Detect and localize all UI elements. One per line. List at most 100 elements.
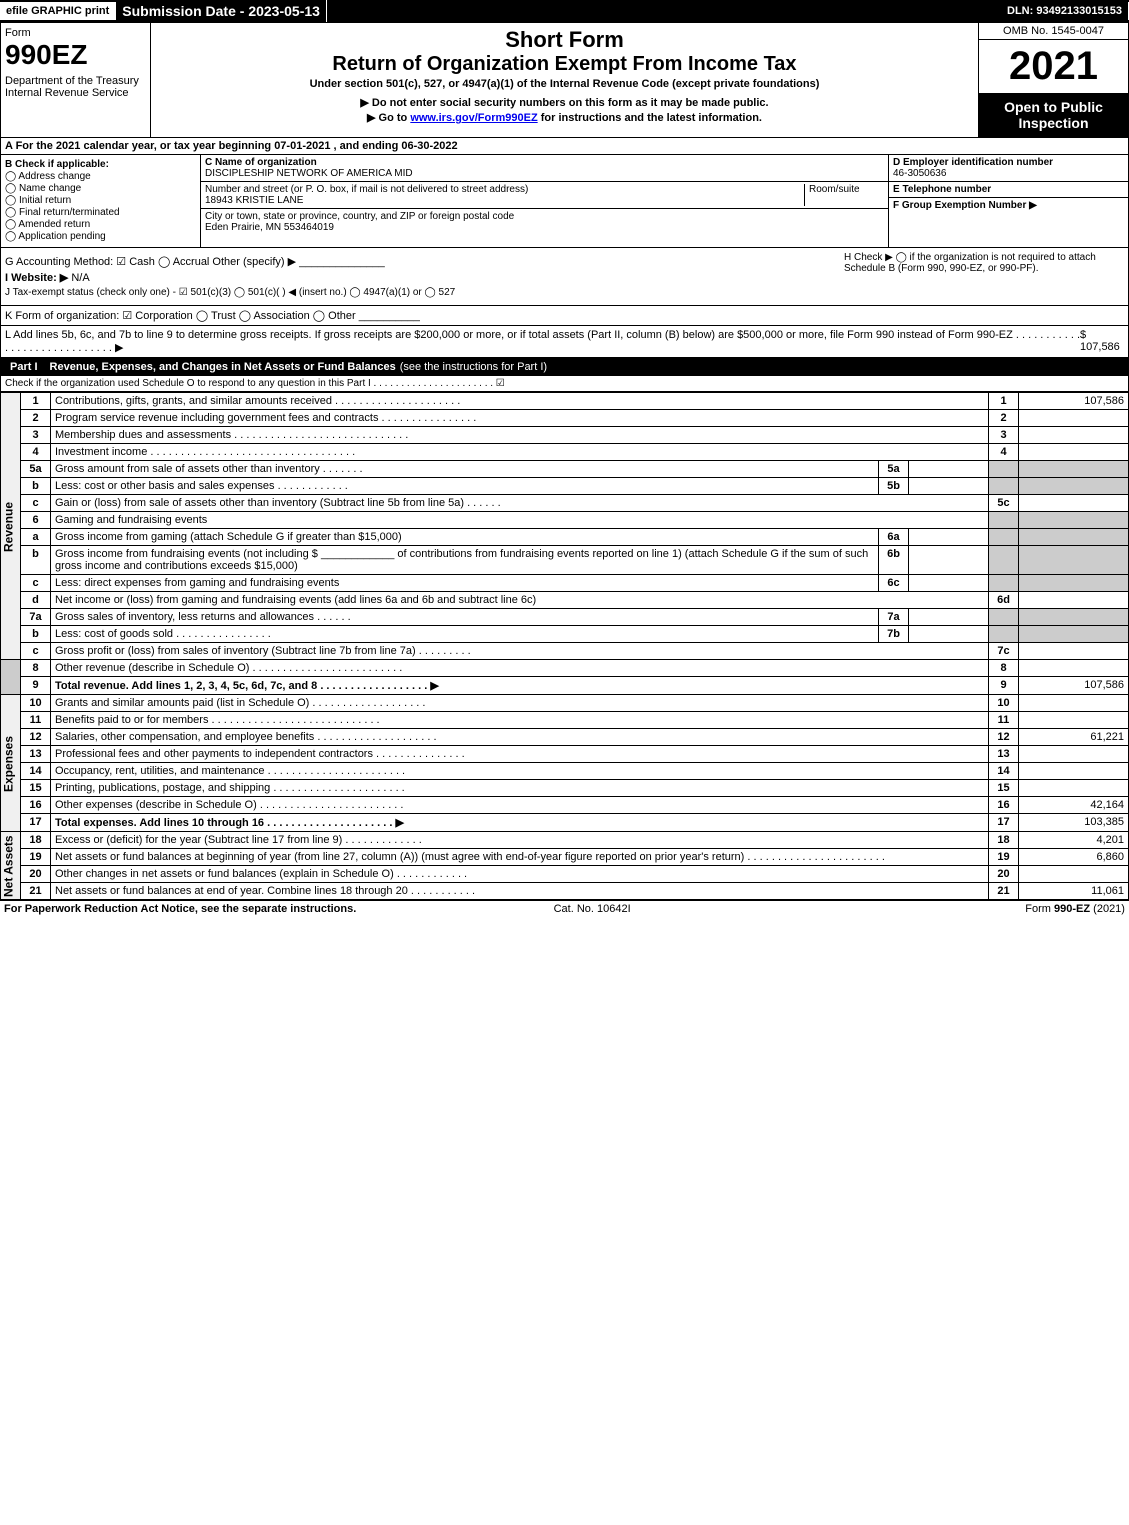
efile-label: efile GRAPHIC print <box>0 2 116 20</box>
l2-num: 2 <box>21 410 51 427</box>
website-value: N/A <box>71 272 89 284</box>
d-label: D Employer identification number <box>893 157 1053 168</box>
short-form-title: Short Form <box>155 27 974 53</box>
shade-cell <box>989 575 1019 592</box>
column-b: B Check if applicable: ◯ Address change … <box>1 155 201 247</box>
l15-num: 15 <box>21 780 51 797</box>
l1-amt: 107,586 <box>1019 393 1129 410</box>
table-row: 11Benefits paid to or for members . . . … <box>1 712 1129 729</box>
l17-amt: 103,385 <box>1019 814 1129 832</box>
l7a-sv <box>909 609 989 626</box>
line-l-text: L Add lines 5b, 6c, and 7b to line 9 to … <box>5 329 1080 354</box>
l17-desc: Total expenses. Add lines 10 through 16 … <box>55 817 404 829</box>
bullet-goto: ▶ Go to www.irs.gov/Form990EZ for instru… <box>155 111 974 124</box>
l8-desc: Other revenue (describe in Schedule O) <box>55 662 249 674</box>
chk-name: ◯ Name change <box>5 183 196 194</box>
l18-num: 18 <box>21 832 51 849</box>
l16-num: 16 <box>21 797 51 814</box>
footer-left: For Paperwork Reduction Act Notice, see … <box>4 903 356 915</box>
l6a-sn: 6a <box>879 529 909 546</box>
l16-ln: 16 <box>989 797 1019 814</box>
shade-cell <box>1019 575 1129 592</box>
l18-ln: 18 <box>989 832 1019 849</box>
table-row: 19Net assets or fund balances at beginni… <box>1 849 1129 866</box>
l1-desc: Contributions, gifts, grants, and simila… <box>55 395 332 407</box>
part-i-num: Part I <box>4 360 44 374</box>
l13-ln: 13 <box>989 746 1019 763</box>
street-value: 18943 KRISTIE LANE <box>205 195 303 206</box>
l13-num: 13 <box>21 746 51 763</box>
ein-value: 46-3050636 <box>893 168 946 179</box>
table-row: 12Salaries, other compensation, and empl… <box>1 729 1129 746</box>
l19-num: 19 <box>21 849 51 866</box>
l8-amt <box>1019 660 1129 677</box>
room-suite: Room/suite <box>804 184 884 206</box>
shade-cell <box>1019 478 1129 495</box>
l4-desc: Investment income <box>55 446 147 458</box>
l11-ln: 11 <box>989 712 1019 729</box>
section-e: E Telephone number <box>889 182 1128 198</box>
table-row: cGain or (loss) from sale of assets othe… <box>1 495 1129 512</box>
l13-amt <box>1019 746 1129 763</box>
l6d-desc: Net income or (loss) from gaming and fun… <box>51 592 989 609</box>
l6b-sv <box>909 546 989 575</box>
l9-amt: 107,586 <box>1019 677 1129 695</box>
line-l-amount: $ 107,586 <box>1080 329 1124 354</box>
l19-ln: 19 <box>989 849 1019 866</box>
chk-pending-label: Application pending <box>18 231 105 242</box>
section-bcdef: B Check if applicable: ◯ Address change … <box>0 155 1129 248</box>
table-row: 6Gaming and fundraising events <box>1 512 1129 529</box>
l5b-sv <box>909 478 989 495</box>
chk-address-label: Address change <box>18 171 90 182</box>
l6c-desc: Less: direct expenses from gaming and fu… <box>51 575 879 592</box>
table-row: 4Investment income . . . . . . . . . . .… <box>1 444 1129 461</box>
l12-desc: Salaries, other compensation, and employ… <box>55 731 314 743</box>
l6b-num: b <box>21 546 51 575</box>
page-footer: For Paperwork Reduction Act Notice, see … <box>0 900 1129 917</box>
table-row: 9Total revenue. Add lines 1, 2, 3, 4, 5c… <box>1 677 1129 695</box>
l5c-amt <box>1019 495 1129 512</box>
dln-label: DLN: 93492133015153 <box>1001 2 1129 20</box>
table-row: cLess: direct expenses from gaming and f… <box>1 575 1129 592</box>
lines-table: Revenue 1Contributions, gifts, grants, a… <box>0 392 1129 900</box>
l11-amt <box>1019 712 1129 729</box>
l11-num: 11 <box>21 712 51 729</box>
header-bullets: ▶ Do not enter social security numbers o… <box>155 96 974 124</box>
column-def: D Employer identification number 46-3050… <box>888 155 1128 247</box>
dept-label: Department of the Treasury Internal Reve… <box>5 75 146 99</box>
chk-initial-label: Initial return <box>19 195 71 206</box>
line-a: A For the 2021 calendar year, or tax yea… <box>0 138 1129 155</box>
l9-num: 9 <box>21 677 51 695</box>
l6b-sn: 6b <box>879 546 909 575</box>
table-row: 14 Occupancy, rent, utilities, and mainte… <box>1 763 1129 780</box>
l7a-sn: 7a <box>879 609 909 626</box>
omb-number: OMB No. 1545-0047 <box>979 23 1128 40</box>
l7b-sn: 7b <box>879 626 909 643</box>
irs-link[interactable]: www.irs.gov/Form990EZ <box>410 112 537 124</box>
table-row: aGross income from gaming (attach Schedu… <box>1 529 1129 546</box>
tax-year: 2021 <box>979 40 1128 93</box>
l14-desc: Occupancy, rent, utilities, and maintena… <box>55 765 265 777</box>
l6c-num: c <box>21 575 51 592</box>
l2-amt <box>1019 410 1129 427</box>
l4-amt <box>1019 444 1129 461</box>
l14-amt <box>1019 763 1129 780</box>
under-section: Under section 501(c), 527, or 4947(a)(1)… <box>155 78 974 90</box>
table-row: Expenses 10Grants and similar amounts pa… <box>1 695 1129 712</box>
line-a-text: A For the 2021 calendar year, or tax yea… <box>5 140 458 152</box>
table-row: 5aGross amount from sale of assets other… <box>1 461 1129 478</box>
expenses-side: Expenses <box>1 695 21 832</box>
c-name-label: C Name of organization <box>205 157 317 168</box>
l11-desc: Benefits paid to or for members <box>55 714 208 726</box>
l4-num: 4 <box>21 444 51 461</box>
l5b-desc: Less: cost or other basis and sales expe… <box>55 480 275 492</box>
l21-num: 21 <box>21 883 51 900</box>
shade-cell <box>1019 512 1129 529</box>
shade-cell <box>989 529 1019 546</box>
line-h: H Check ▶ ◯ if the organization is not r… <box>844 252 1124 274</box>
form-number: 990EZ <box>5 39 146 71</box>
l14-num: 14 <box>21 763 51 780</box>
l12-amt: 61,221 <box>1019 729 1129 746</box>
chk-initial: ◯ Initial return <box>5 195 196 206</box>
l7a-desc: Gross sales of inventory, less returns a… <box>55 611 314 623</box>
